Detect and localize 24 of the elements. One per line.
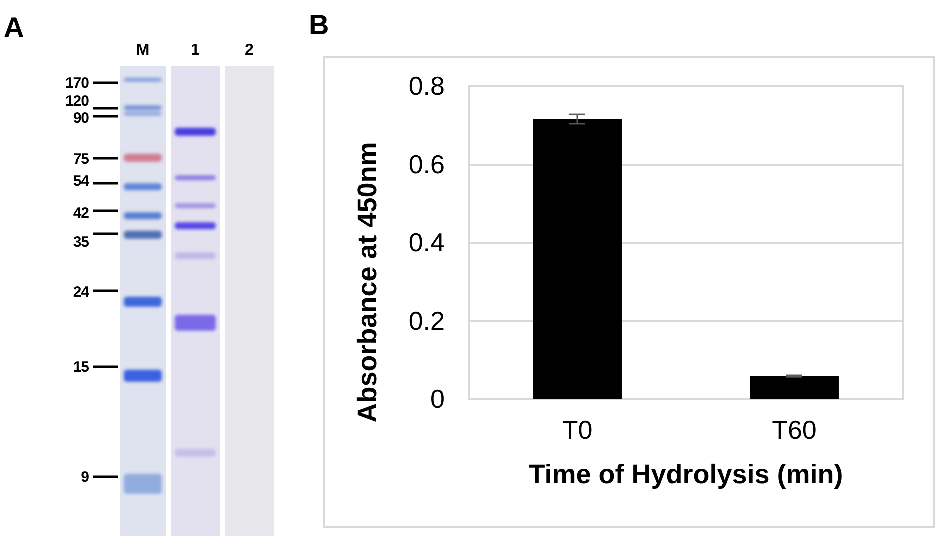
y-tick-label: 0.4 (408, 228, 445, 258)
y-tick-label: 0.6 (408, 149, 445, 180)
x-tick-label: T60 (772, 415, 817, 445)
text: 90 (73, 110, 89, 126)
text: 75 (73, 150, 89, 168)
y-tick-label: 0.8 (408, 71, 445, 101)
text: 120 (65, 92, 89, 110)
text: 24 (73, 284, 89, 300)
category-label: M (136, 42, 150, 59)
y-axis-title: Absorbance at 450nm (352, 142, 382, 423)
text: 42 (73, 204, 89, 222)
text: 170 (65, 74, 89, 92)
category-label: 2 (245, 42, 254, 59)
text: 35 (73, 234, 89, 250)
x-tick-label: T0 (562, 415, 593, 445)
text: 54 (73, 172, 89, 190)
y-tick-label: 0.2 (408, 306, 445, 336)
chart-title: B (309, 10, 330, 40)
category-label: 1 (191, 42, 200, 59)
y-tick-label: 0 (430, 384, 445, 414)
text: A (4, 12, 24, 43)
text: 15 (73, 358, 89, 376)
x-axis-title: Time of Hydrolysis (min) (528, 460, 844, 490)
text: 9 (81, 468, 89, 486)
